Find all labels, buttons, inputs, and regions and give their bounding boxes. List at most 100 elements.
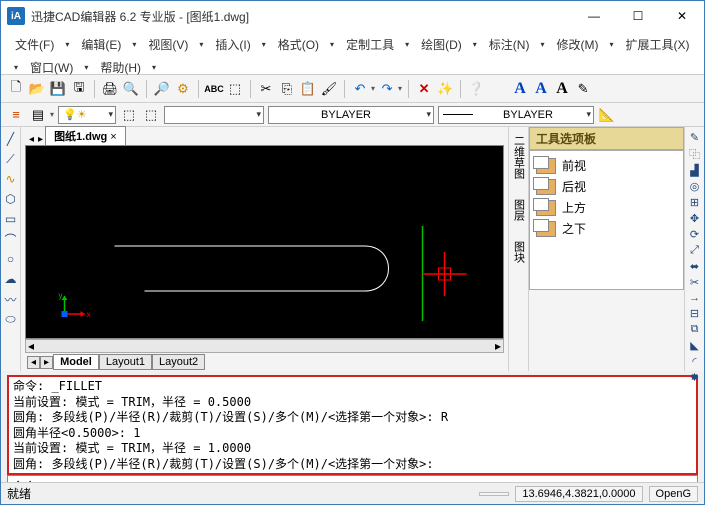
trim-icon[interactable]: ✂	[687, 276, 703, 289]
maximize-button[interactable]: ☐	[616, 2, 660, 30]
cloud-icon[interactable]: ☁	[3, 271, 19, 287]
cut-icon[interactable]: ✂	[257, 80, 275, 98]
menu-edit[interactable]: 编辑(E)	[75, 33, 127, 56]
open-icon[interactable]: 📂	[28, 80, 46, 98]
command-history[interactable]: 命令: _FILLET当前设置: 模式 = TRIM，半径 = 0.5000圆角…	[7, 375, 698, 475]
menu-insert[interactable]: 插入(I)	[209, 33, 256, 56]
text-edit-icon[interactable]: ✎	[574, 80, 592, 98]
print-icon[interactable]: 🖨	[101, 80, 119, 98]
doc-tab[interactable]: 图纸1.dwg ×	[45, 126, 126, 145]
menu-draw[interactable]: 绘图(D)	[415, 33, 468, 56]
tab-nav-right[interactable]: ▸	[36, 134, 45, 145]
text-style-a2[interactable]: A	[532, 80, 550, 98]
menu-modify[interactable]: 修改(M)	[550, 33, 604, 56]
menu-view[interactable]: 视图(V)	[142, 33, 194, 56]
chamfer-icon[interactable]: ◣	[687, 339, 703, 352]
annostyle-icon[interactable]: 📐	[598, 106, 616, 124]
draw-toolbar: ╱ ⟋ ∿ ⬡ ▭ ⌒ ○ ☁ 〰 ⬭	[1, 127, 21, 371]
polygon-icon[interactable]: ⬡	[3, 191, 19, 207]
copy-icon[interactable]: ⎘	[278, 80, 296, 98]
status-coords: 13.6946,4.3821,0.0000	[515, 486, 642, 502]
layer-combo[interactable]: 💡☀	[58, 106, 116, 124]
layout-model[interactable]: Model	[53, 354, 99, 370]
layout-nav-l[interactable]: ◂	[27, 356, 40, 369]
palette-item[interactable]: 前视	[534, 155, 679, 176]
crosshair	[423, 252, 467, 296]
oops-icon[interactable]: ✨	[436, 80, 454, 98]
lineweight-combo[interactable]: BYLAYER	[438, 106, 594, 124]
tab-close-icon[interactable]: ×	[110, 131, 116, 143]
ucs-icon: x y	[59, 291, 91, 319]
break-icon[interactable]: ⊟	[687, 307, 703, 320]
titlebar: iA 迅捷CAD编辑器 6.2 专业版 - [图纸1.dwg] — ☐ ✕	[1, 1, 704, 31]
array-icon[interactable]: ⊞	[687, 196, 703, 209]
paste-icon[interactable]: 📋	[299, 80, 317, 98]
spell-icon[interactable]: ABC	[205, 80, 223, 98]
preview-icon[interactable]: 🔍	[122, 80, 140, 98]
move-icon[interactable]: ✥	[687, 212, 703, 225]
help-icon[interactable]: ❔	[467, 80, 485, 98]
layerstate-icon[interactable]: ⬚	[120, 106, 138, 124]
hscrollbar[interactable]: ◂▸	[25, 339, 504, 353]
menu-format[interactable]: 格式(O)	[272, 33, 325, 56]
saveall-icon[interactable]: 🖫	[70, 80, 88, 98]
palette-item[interactable]: 后视	[534, 176, 679, 197]
mirror-icon[interactable]: ▟	[687, 164, 703, 177]
matchprop-icon[interactable]: 🖌	[320, 80, 338, 98]
tab-nav-left[interactable]: ◂	[27, 134, 36, 145]
arc-icon[interactable]: ⌒	[3, 231, 19, 247]
erase-x-icon[interactable]: ✕	[415, 80, 433, 98]
layout-nav-r[interactable]: ▸	[40, 356, 53, 369]
color-combo[interactable]	[164, 106, 264, 124]
palette-item[interactable]: 之下	[534, 218, 679, 239]
status-cell[interactable]	[479, 492, 509, 496]
menu-window[interactable]: 窗口(W)	[24, 56, 79, 79]
line-icon[interactable]: ╱	[3, 131, 19, 147]
text-style-a1[interactable]: A	[511, 80, 529, 98]
erase-icon[interactable]: ✎	[687, 131, 703, 144]
sidetab-layer[interactable]: 图层	[511, 195, 527, 225]
circle-icon[interactable]: ○	[3, 251, 19, 267]
spline-icon[interactable]: 〰	[3, 291, 19, 307]
ellipse-icon[interactable]: ⬭	[3, 311, 19, 327]
menu-dim[interactable]: 标注(N)	[483, 33, 536, 56]
layout-2[interactable]: Layout2	[152, 354, 205, 370]
layout-tabs: ◂ ▸ Model Layout1 Layout2	[21, 353, 508, 371]
explode-icon[interactable]: ✸	[687, 371, 703, 384]
sidetab-block[interactable]: 图块	[511, 237, 527, 267]
layerprev-icon[interactable]: ⬚	[142, 106, 160, 124]
linetype-combo[interactable]: BYLAYER	[268, 106, 434, 124]
menu-file[interactable]: 文件(F)	[9, 33, 60, 56]
layout-1[interactable]: Layout1	[99, 354, 152, 370]
select-icon[interactable]: ⬚	[226, 80, 244, 98]
save-icon[interactable]: 💾	[49, 80, 67, 98]
rect-icon[interactable]: ▭	[3, 211, 19, 227]
audit-icon[interactable]: ⚙	[174, 80, 192, 98]
menu-custom[interactable]: 定制工具	[340, 33, 400, 56]
rotate-icon[interactable]: ⟳	[687, 228, 703, 241]
offset-icon[interactable]: ◎	[687, 180, 703, 193]
fillet-icon[interactable]: ◜	[687, 355, 703, 368]
extend-icon[interactable]: →	[687, 292, 703, 304]
layer-icon[interactable]: ≡	[7, 106, 25, 124]
sidetab-sketch[interactable]: 二维草图	[511, 131, 527, 183]
menu-ext[interactable]: 扩展工具(X)	[619, 33, 695, 56]
find-icon[interactable]: 🔎	[153, 80, 171, 98]
palette-item[interactable]: 上方	[534, 197, 679, 218]
new-icon[interactable]: 🗋	[7, 80, 25, 98]
statusbar: 就绪 13.6946,4.3821,0.0000 OpenG	[1, 482, 704, 504]
scale-icon[interactable]: ⤢	[687, 244, 703, 257]
join-icon[interactable]: ⧉	[687, 323, 703, 336]
stretch-icon[interactable]: ⬌	[687, 260, 703, 273]
redo-icon[interactable]: ↷	[378, 80, 396, 98]
close-button[interactable]: ✕	[660, 2, 704, 30]
minimize-button[interactable]: —	[572, 2, 616, 30]
ray-icon[interactable]: ⟋	[3, 151, 19, 167]
copy2-icon[interactable]: ⿻	[687, 147, 703, 161]
pline-icon[interactable]: ∿	[3, 171, 19, 187]
drawing-canvas[interactable]: x y	[25, 145, 504, 339]
menu-help[interactable]: 帮助(H)	[94, 56, 147, 79]
undo-icon[interactable]: ↶	[351, 80, 369, 98]
text-style-a3[interactable]: A	[553, 80, 571, 98]
layerctl-icon[interactable]: ▤	[29, 106, 47, 124]
